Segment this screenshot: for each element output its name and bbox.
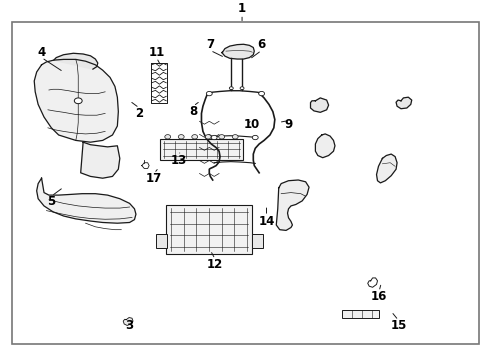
Polygon shape bbox=[81, 142, 120, 178]
Text: 16: 16 bbox=[370, 291, 386, 303]
Polygon shape bbox=[310, 98, 328, 112]
FancyBboxPatch shape bbox=[251, 234, 262, 248]
Ellipse shape bbox=[164, 135, 170, 139]
Ellipse shape bbox=[191, 135, 197, 139]
Text: 11: 11 bbox=[148, 46, 164, 59]
Text: 6: 6 bbox=[257, 39, 265, 51]
Circle shape bbox=[252, 135, 258, 140]
Text: 2: 2 bbox=[135, 107, 143, 120]
Text: 9: 9 bbox=[284, 118, 292, 131]
Polygon shape bbox=[37, 178, 136, 223]
Ellipse shape bbox=[205, 135, 211, 139]
Ellipse shape bbox=[232, 135, 238, 139]
Circle shape bbox=[258, 91, 264, 96]
Text: 4: 4 bbox=[38, 46, 45, 59]
Text: 3: 3 bbox=[125, 319, 133, 332]
Ellipse shape bbox=[178, 135, 184, 139]
FancyBboxPatch shape bbox=[166, 205, 251, 254]
Text: 7: 7 bbox=[206, 39, 214, 51]
Circle shape bbox=[206, 91, 212, 96]
Circle shape bbox=[74, 98, 82, 104]
Text: 5: 5 bbox=[47, 195, 55, 208]
Text: 14: 14 bbox=[258, 215, 274, 228]
Text: 17: 17 bbox=[145, 172, 162, 185]
Ellipse shape bbox=[218, 135, 224, 139]
Text: 8: 8 bbox=[189, 105, 197, 118]
FancyBboxPatch shape bbox=[342, 310, 378, 318]
Polygon shape bbox=[376, 154, 396, 183]
Polygon shape bbox=[315, 134, 334, 158]
Polygon shape bbox=[395, 97, 411, 109]
Text: 1: 1 bbox=[238, 3, 245, 15]
Polygon shape bbox=[276, 180, 308, 230]
Text: 12: 12 bbox=[206, 258, 223, 271]
FancyBboxPatch shape bbox=[156, 234, 167, 248]
Text: 15: 15 bbox=[389, 319, 406, 332]
Text: 10: 10 bbox=[243, 118, 260, 131]
Circle shape bbox=[211, 135, 217, 140]
FancyBboxPatch shape bbox=[160, 139, 242, 160]
Circle shape bbox=[240, 87, 244, 90]
Polygon shape bbox=[123, 318, 133, 325]
FancyBboxPatch shape bbox=[12, 22, 478, 344]
Text: 13: 13 bbox=[170, 154, 186, 167]
Circle shape bbox=[229, 87, 233, 90]
Polygon shape bbox=[34, 59, 118, 142]
Polygon shape bbox=[221, 44, 254, 59]
Polygon shape bbox=[54, 53, 98, 69]
